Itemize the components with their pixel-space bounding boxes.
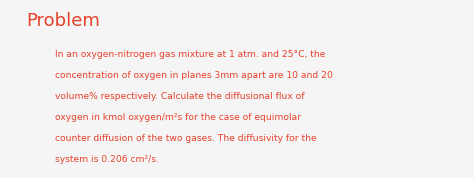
Text: counter diffusion of the two gases. The diffusivity for the: counter diffusion of the two gases. The … (55, 134, 316, 143)
Text: system is 0.206 cm²/s.: system is 0.206 cm²/s. (55, 155, 158, 164)
Text: volume% respectively. Calculate the diffusional flux of: volume% respectively. Calculate the diff… (55, 92, 304, 101)
Text: Problem: Problem (26, 12, 100, 30)
Text: In an oxygen-nitrogen gas mixture at 1 atm. and 25°C, the: In an oxygen-nitrogen gas mixture at 1 a… (55, 50, 325, 59)
Text: concentration of oxygen in planes 3mm apart are 10 and 20: concentration of oxygen in planes 3mm ap… (55, 71, 332, 80)
Text: oxygen in kmol oxygen/m²s for the case of equimolar: oxygen in kmol oxygen/m²s for the case o… (55, 113, 301, 122)
